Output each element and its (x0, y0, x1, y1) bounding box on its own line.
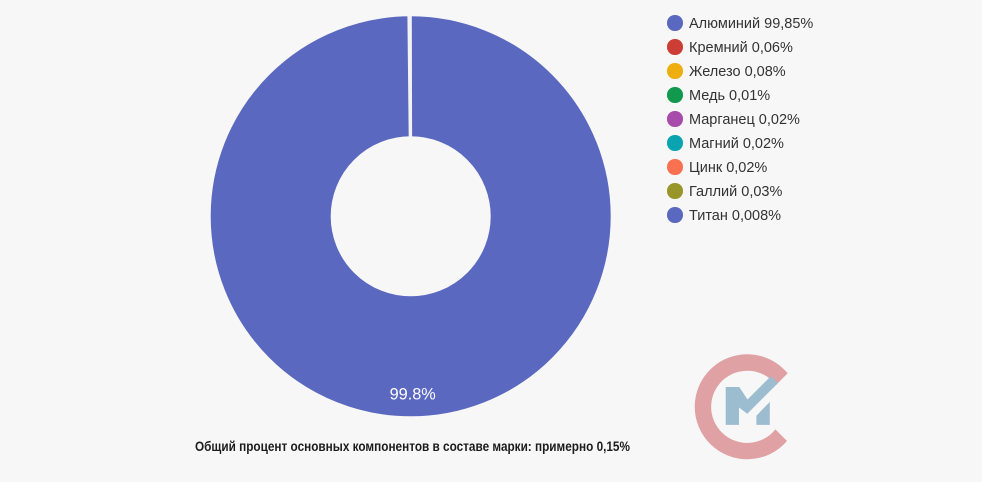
svg-text:99.8%: 99.8% (390, 386, 436, 404)
